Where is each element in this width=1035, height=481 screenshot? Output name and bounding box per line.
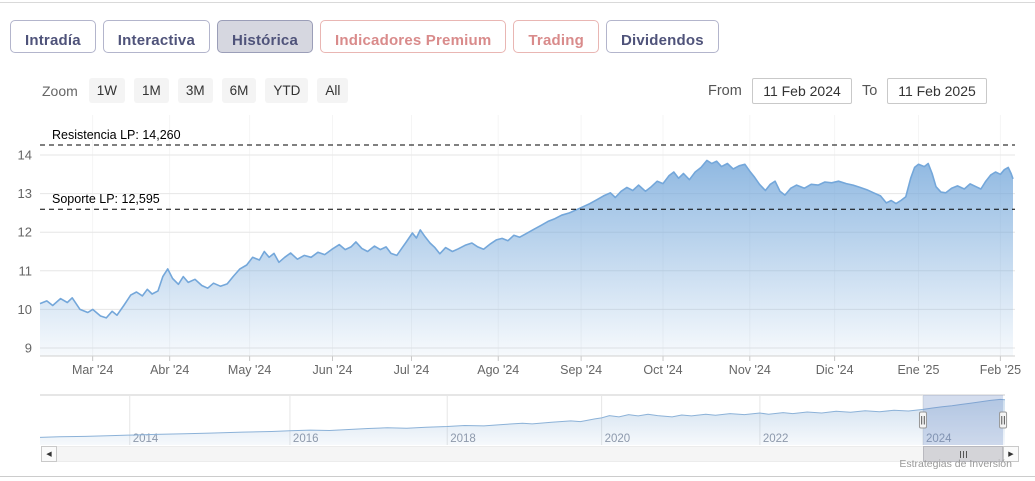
chart-controls: Zoom 1W 1M 3M 6M YTD All From To bbox=[0, 78, 1035, 105]
x-axis-label: Ene '25 bbox=[897, 363, 939, 377]
price-series bbox=[39, 159, 1014, 356]
navigator-handle-right[interactable] bbox=[999, 411, 1008, 429]
zoom-group: Zoom 1W 1M 3M 6M YTD All bbox=[42, 78, 349, 103]
x-axis-label: Dic '24 bbox=[816, 363, 854, 377]
x-axis-label: Jun '24 bbox=[313, 363, 353, 377]
zoom-1w-button[interactable]: 1W bbox=[88, 78, 126, 103]
zoom-3m-button[interactable]: 3M bbox=[177, 78, 213, 103]
y-axis-label: 10 bbox=[18, 302, 32, 317]
credits-text: Estrategias de Inversión bbox=[899, 458, 1012, 470]
tab-trading[interactable]: Trading bbox=[513, 20, 599, 53]
scrollbar-left-button[interactable]: ◀ bbox=[41, 446, 57, 462]
thumb-grip-icon bbox=[962, 450, 964, 458]
tab-indicadores-premium[interactable]: Indicadores Premium bbox=[320, 20, 507, 53]
left-arrow-icon: ◀ bbox=[46, 450, 52, 458]
bottom-divider bbox=[0, 476, 1035, 477]
x-axis-label: Sep '24 bbox=[560, 363, 602, 377]
scrollbar-right-button[interactable]: ▶ bbox=[1003, 446, 1019, 462]
right-arrow-icon: ▶ bbox=[1008, 450, 1014, 458]
y-axis-label: 12 bbox=[18, 225, 32, 240]
top-divider bbox=[0, 2, 1035, 3]
y-axis-label: 13 bbox=[18, 186, 32, 201]
to-label: To bbox=[862, 83, 878, 99]
soporte-label: Soporte LP: 12,595 bbox=[52, 192, 160, 206]
x-axis-label: Abr '24 bbox=[150, 363, 189, 377]
tab-dividendos[interactable]: Dividendos bbox=[605, 20, 719, 53]
zoom-ytd-button[interactable]: YTD bbox=[265, 78, 309, 103]
x-axis-label: Ago '24 bbox=[477, 363, 519, 377]
navigator-area bbox=[40, 399, 1005, 445]
zoom-1m-button[interactable]: 1M bbox=[134, 78, 169, 103]
x-axis-label: Feb '25 bbox=[980, 363, 1021, 377]
x-axis-label: Mar '24 bbox=[72, 363, 113, 377]
zoom-all-button[interactable]: All bbox=[317, 78, 349, 103]
y-axis-label: 11 bbox=[19, 263, 33, 278]
price-line[interactable] bbox=[39, 159, 1014, 319]
x-axis-label: Nov '24 bbox=[729, 363, 771, 377]
tab-intradia[interactable]: Intradía bbox=[10, 20, 96, 53]
x-axis-label: May '24 bbox=[228, 363, 271, 377]
axes: Mar '24 Abr '24 May '24 Jun '24 Jul '24 Ago '… bbox=[18, 128, 1022, 377]
to-date-input[interactable] bbox=[887, 78, 987, 104]
y-axis-label: 14 bbox=[18, 148, 32, 163]
navigator-handle-left[interactable] bbox=[918, 411, 927, 429]
tab-historica[interactable]: Histórica bbox=[217, 20, 314, 53]
y-axis-label: 9 bbox=[25, 341, 32, 356]
navigator-selected-range[interactable] bbox=[922, 395, 1004, 445]
zoom-6m-button[interactable]: 6M bbox=[221, 78, 257, 103]
tab-interactiva[interactable]: Interactiva bbox=[102, 20, 211, 53]
navigator-line bbox=[39, 398, 1006, 438]
x-axis-label: Oct '24 bbox=[643, 363, 682, 377]
navigator[interactable]: 201420162018202020222024 bbox=[39, 394, 1008, 445]
tab-bar: Intradía Interactiva Histórica Indicador… bbox=[10, 20, 719, 53]
x-axis-label: Jul '24 bbox=[394, 363, 430, 377]
resistencia-label: Resistencia LP: 14,260 bbox=[52, 128, 181, 142]
scrollbar-thumb[interactable] bbox=[923, 446, 1003, 462]
scrollbar-track[interactable] bbox=[41, 446, 1019, 462]
from-date-input[interactable] bbox=[752, 78, 852, 104]
from-label: From bbox=[708, 83, 742, 99]
zoom-label: Zoom bbox=[42, 82, 78, 99]
